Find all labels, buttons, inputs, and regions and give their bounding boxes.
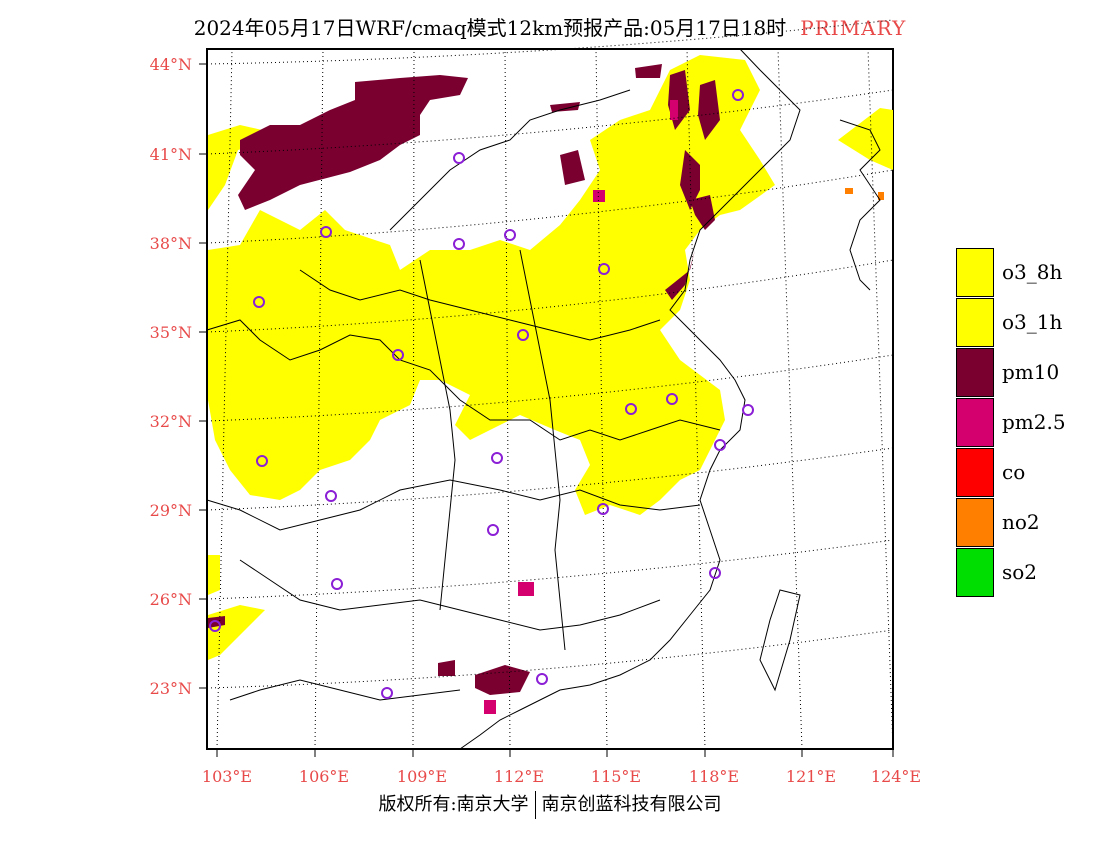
legend-label: so2 [1002,560,1038,584]
no2-region [845,188,884,200]
footer-divider [534,791,536,819]
lat-label-29: 29°N [150,501,192,520]
legend-label: co [1002,460,1026,484]
lat-label-41: 41°N [150,145,192,164]
legend-swatch [956,248,994,297]
copyright-right: 南京创蓝科技有限公司 [541,794,722,815]
lon-label-112: 112°E [494,767,544,786]
lon-label-115: 115°E [591,767,641,786]
legend-label: pm2.5 [1002,410,1066,434]
lat-label-23: 23°N [150,679,192,698]
lat-label-32: 32°N [150,412,192,431]
lat-labels: 44°N 41°N 38°N 35°N 32°N 29°N 26°N 23°N [150,55,192,698]
legend-swatch [956,448,994,497]
o3-region [208,55,893,660]
legend-label: o3_8h [1002,260,1063,284]
lat-label-26: 26°N [150,590,192,609]
legend-swatch [956,298,994,347]
copyright-left: 版权所有:南京大学 [378,794,529,815]
lon-label-103: 103°E [202,767,252,786]
lat-label-35: 35°N [150,323,192,342]
graticule [206,19,894,750]
copyright-footer: 版权所有:南京大学 南京创蓝科技有限公司 [0,790,1100,819]
lon-label-121: 121°E [786,767,836,786]
site-markers [209,89,754,699]
legend-swatch [956,498,994,547]
lon-label-124: 124°E [871,767,921,786]
lon-labels: 103°E 106°E 109°E 112°E 115°E 118°E 121°… [202,767,921,786]
title-main: 2024年05月17日WRF/cmaq模式12km预报产品:05月17日18时 [193,16,787,40]
pm25-region [484,100,678,714]
legend-label: no2 [1002,510,1040,534]
legend-swatch [956,548,994,597]
lat-label-44: 44°N [150,55,192,74]
legend-swatch [956,348,994,397]
lon-label-109: 109°E [397,767,447,786]
map-title: 2024年05月17日WRF/cmaq模式12km预报产品:05月17日18时 P… [0,12,1100,41]
lat-label-38: 38°N [150,234,192,253]
legend-swatch [956,398,994,447]
legend-label: pm10 [1002,360,1060,384]
legend-label: o3_1h [1002,310,1063,334]
lon-label-106: 106°E [299,767,349,786]
axis-ticks [199,63,894,757]
lon-label-118: 118°E [689,767,739,786]
